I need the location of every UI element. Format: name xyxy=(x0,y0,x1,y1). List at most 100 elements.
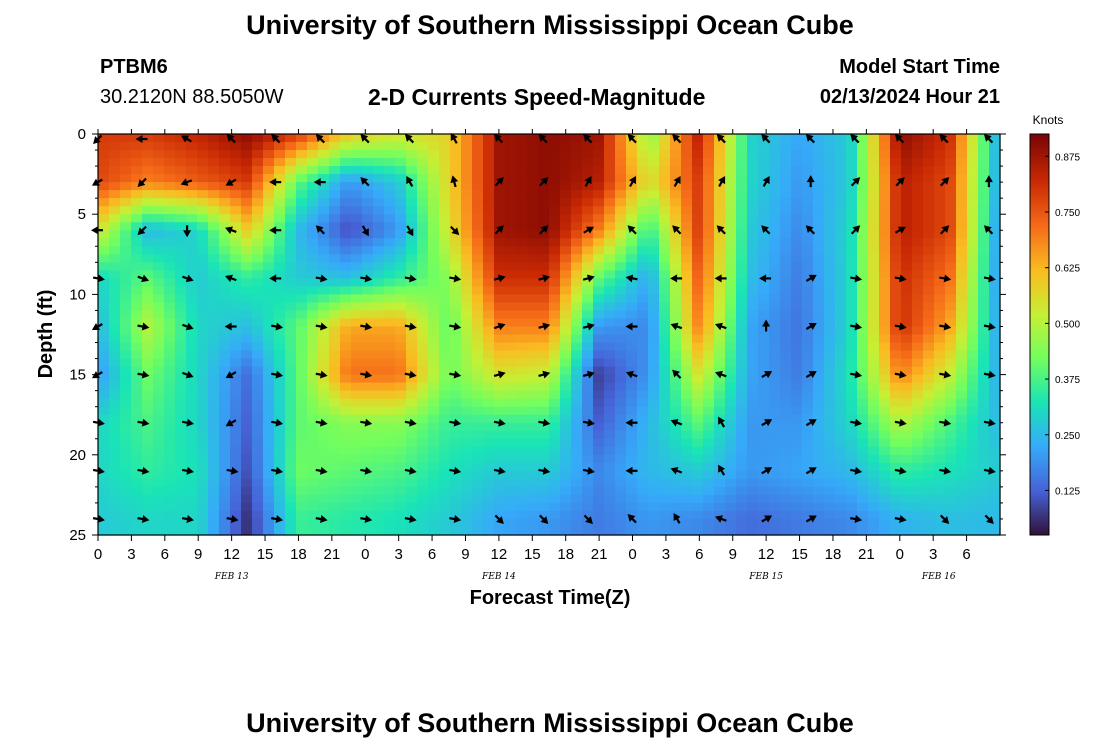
heatmap-cell xyxy=(659,414,671,424)
heatmap-cell xyxy=(582,478,594,488)
heatmap-cell xyxy=(219,294,231,304)
heatmap-cell xyxy=(659,182,671,191)
heatmap-cell xyxy=(252,262,264,271)
heatmap-cell xyxy=(505,254,517,263)
heatmap-cell xyxy=(769,422,781,432)
heatmap-cell xyxy=(846,366,858,376)
heatmap-cell xyxy=(626,414,638,424)
heatmap-cell xyxy=(406,438,418,448)
heatmap-cell xyxy=(648,510,660,520)
heatmap-cell xyxy=(879,510,891,520)
heatmap-cell xyxy=(769,190,781,199)
heatmap-cell xyxy=(714,358,726,368)
heatmap-cell xyxy=(439,478,451,488)
heatmap-cell xyxy=(835,486,847,496)
heatmap-cell xyxy=(417,182,429,191)
heatmap-cell xyxy=(175,278,187,287)
heatmap-cell xyxy=(329,150,341,159)
heatmap-cell xyxy=(241,158,253,167)
heatmap-cell xyxy=(681,334,693,344)
heatmap-cell xyxy=(637,286,649,295)
heatmap-cell xyxy=(527,190,539,199)
heatmap-cell xyxy=(164,342,176,352)
heatmap-cell xyxy=(626,214,638,223)
heatmap-cell xyxy=(637,278,649,287)
heatmap-cell xyxy=(208,214,220,223)
heatmap-cell xyxy=(472,422,484,432)
heatmap-cell xyxy=(285,206,297,215)
heatmap-cell xyxy=(615,414,627,424)
heatmap-cell xyxy=(483,518,495,528)
heatmap-cell xyxy=(109,406,121,416)
heatmap-cell xyxy=(274,310,286,320)
heatmap-cell xyxy=(219,518,231,528)
heatmap-cell xyxy=(923,334,935,344)
heatmap-cell xyxy=(857,214,869,223)
heatmap-cell xyxy=(769,270,781,279)
heatmap-cell xyxy=(285,214,297,223)
heatmap-cell xyxy=(736,326,748,336)
heatmap-cell xyxy=(450,270,462,279)
heatmap-cell xyxy=(505,478,517,488)
heatmap-cell xyxy=(362,262,374,271)
heatmap-cell xyxy=(582,214,594,223)
heatmap-cell xyxy=(758,398,770,408)
heatmap-cell xyxy=(604,310,616,320)
heatmap-cell xyxy=(153,158,165,167)
heatmap-cell xyxy=(769,342,781,352)
heatmap-cell xyxy=(494,294,506,304)
heatmap-cell xyxy=(98,342,110,352)
heatmap-cell xyxy=(912,262,924,271)
heatmap-cell xyxy=(516,166,528,175)
heatmap-cell xyxy=(285,454,297,464)
heatmap-cell xyxy=(879,454,891,464)
heatmap-cell xyxy=(450,190,462,199)
heatmap-cell xyxy=(307,454,319,464)
heatmap-cell xyxy=(450,310,462,320)
heatmap-cell xyxy=(186,166,198,175)
heatmap-cell xyxy=(175,198,187,207)
heatmap-cell xyxy=(351,278,363,287)
heatmap-cell xyxy=(186,270,198,279)
heatmap-cell xyxy=(362,518,374,528)
heatmap-cell xyxy=(703,158,715,167)
heatmap-cell xyxy=(571,446,583,456)
current-arrow xyxy=(583,134,593,144)
heatmap-cell xyxy=(384,190,396,199)
heatmap-cell xyxy=(967,158,979,167)
heatmap-cell xyxy=(252,142,264,151)
heatmap-cell xyxy=(384,390,396,400)
heatmap-cell xyxy=(373,430,385,440)
heatmap-cell xyxy=(868,142,880,151)
heatmap-cell xyxy=(109,286,121,295)
heatmap-cell xyxy=(340,174,352,183)
heatmap-cell xyxy=(956,526,968,536)
heatmap-cell xyxy=(802,454,814,464)
heatmap-cell xyxy=(824,462,836,472)
heatmap-cell xyxy=(868,526,880,536)
heatmap-cell xyxy=(615,150,627,159)
heatmap-cell xyxy=(758,478,770,488)
heatmap-cell xyxy=(395,390,407,400)
heatmap-cell xyxy=(692,182,704,191)
heatmap-cell xyxy=(934,430,946,440)
current-arrow xyxy=(850,466,863,475)
heatmap-cell xyxy=(417,334,429,344)
heatmap-cell xyxy=(329,278,341,287)
heatmap-cell xyxy=(769,510,781,520)
heatmap-cell xyxy=(956,462,968,472)
heatmap-cell xyxy=(450,342,462,352)
heatmap-cell xyxy=(307,358,319,368)
heatmap-cell xyxy=(472,190,484,199)
heatmap-cell xyxy=(725,206,737,215)
heatmap-cell xyxy=(659,374,671,384)
heatmap-cell xyxy=(780,326,792,336)
heatmap-cell xyxy=(637,238,649,247)
heatmap-cell xyxy=(351,142,363,151)
heatmap-cell xyxy=(923,326,935,336)
heatmap-cell xyxy=(307,142,319,151)
heatmap-cell xyxy=(483,150,495,159)
heatmap-cell xyxy=(571,366,583,376)
heatmap-cell xyxy=(417,198,429,207)
heatmap-cell xyxy=(813,150,825,159)
